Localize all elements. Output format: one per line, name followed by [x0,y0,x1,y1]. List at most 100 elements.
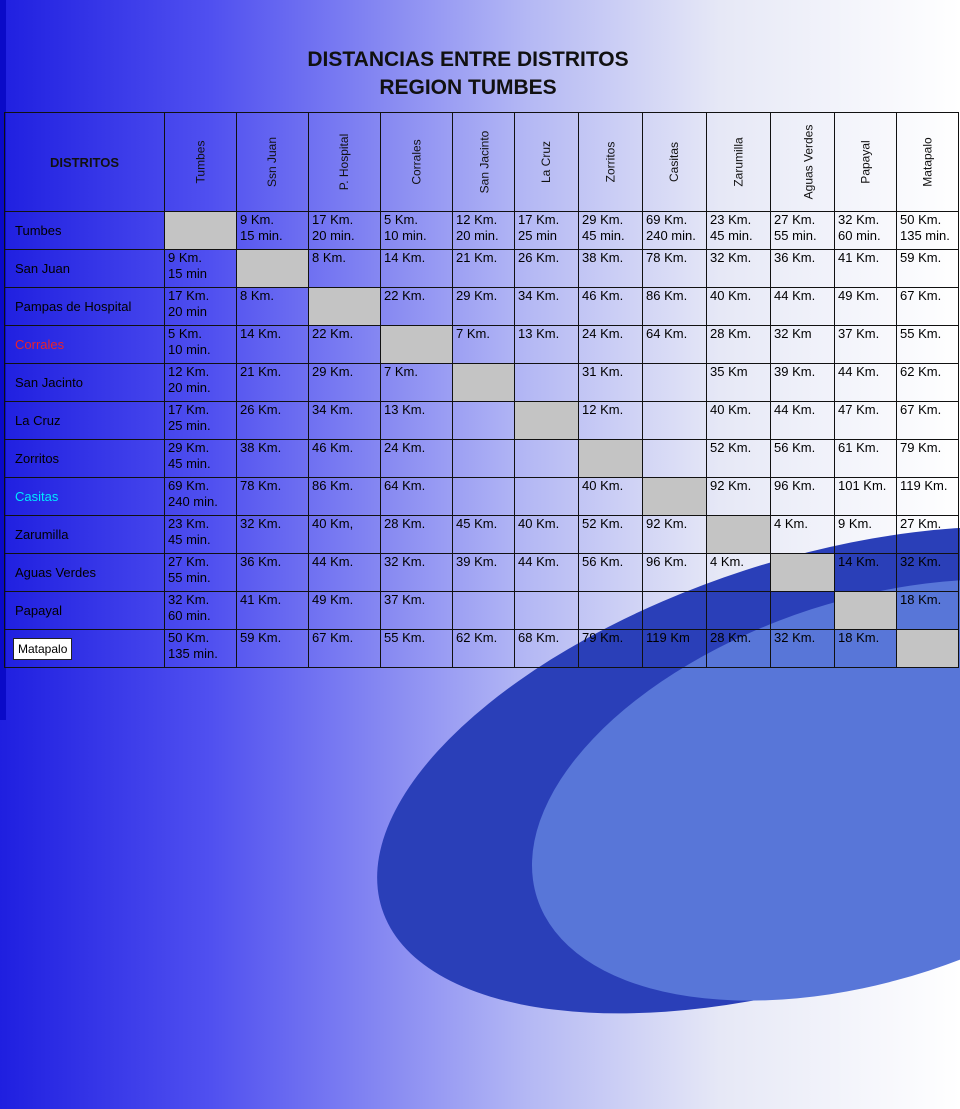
distance-value: 49 Km. [312,592,354,607]
distance-value: 62 Km. [456,630,498,645]
table-row: San Juan 9 Km. 15 min 8 Km. 14 Km. 21 Km. 26 K… [4,249,959,288]
distance-cell: 78 Km. [236,477,309,516]
title-line-1: DISTANCIAS ENTRE DISTRITOS [307,48,629,71]
distance-value: 69 Km. [168,478,210,493]
distance-cell [642,439,707,478]
time-value: 10 min. [168,342,211,357]
distance-value: 29 Km. [582,212,624,227]
distance-value: 119 Km [646,630,690,645]
distance-value: 21 Km. [456,250,498,265]
distance-cell [452,439,515,478]
distance-value: 24 Km. [384,440,426,455]
distance-value: 4 Km. [710,554,744,569]
distance-value: 29 Km. [312,364,354,379]
distance-table: DISTRITOS Tumbes Ssn Juan P. Hospital Corra… [4,112,959,668]
distance-cell: 38 Km. [236,439,309,478]
distance-cell: 67 Km. [896,401,959,440]
distance-value: 64 Km. [646,326,688,341]
column-header-label: Zarumilla [731,137,746,187]
distance-cell: 35 Km [706,363,771,402]
distance-value: 12 Km. [582,402,624,417]
column-header: Papayal [834,112,897,212]
distance-value: 44 Km. [774,288,816,303]
distance-cell: 41 Km. [236,591,309,630]
distance-value: 26 Km. [518,250,560,265]
distance-cell: 4 Km. [770,515,835,554]
row-header: Corrales [4,325,165,364]
distance-cell: 28 Km. [706,629,771,668]
time-value: 60 min. [838,228,881,243]
distance-value: 79 Km. [900,440,942,455]
distance-value: 37 Km. [384,592,426,607]
distance-value: 47 Km. [838,402,880,417]
distance-cell: 46 Km. [308,439,381,478]
distance-value: 44 Km. [518,554,560,569]
distance-value: 55 Km. [384,630,426,645]
distance-value: 9 Km. [240,212,274,227]
title-line-2: REGION TUMBES [379,76,557,99]
distance-value: 27 Km. [900,516,942,531]
distance-value: 32 Km. [710,250,752,265]
distance-cell: 36 Km. [770,249,835,288]
distance-cell: 69 Km. 240 min. [642,211,707,250]
distance-cell: 23 Km. 45 min. [164,515,237,554]
distance-cell: 36 Km. [236,553,309,592]
distance-cell [514,439,579,478]
distance-value: 79 Km. [582,630,624,645]
table-row: Tumbes 9 Km. 15 min. 17 Km. 20 min. 5 Km. 10 m… [4,211,959,250]
time-value: 60 min. [168,608,211,623]
distance-cell: 12 Km. 20 min. [452,211,515,250]
distance-cell: 28 Km. [380,515,453,554]
distance-cell: 44 Km. [770,401,835,440]
distance-cell: 29 Km. 45 min. [164,439,237,478]
column-header-label: P. Hospital [337,133,352,191]
distance-value: 24 Km. [582,326,624,341]
row-header-label: Zarumilla [15,526,69,542]
distance-value: 32 Km. [384,554,426,569]
corner-header: DISTRITOS [4,112,165,212]
distance-value: 17 Km. [168,402,210,417]
table-row: Zarumilla 23 Km. 45 min. 32 Km. 40 Km, 28 Km.… [4,515,959,554]
distance-cell: 32 Km. 60 min. [834,211,897,250]
distance-value: 17 Km. [168,288,210,303]
distance-value: 32 Km. [900,554,942,569]
time-value: 135 min. [900,228,950,243]
row-header: San Juan [4,249,165,288]
distance-cell: 45 Km. [452,515,515,554]
column-header-label: Aguas Verdes [801,124,816,200]
row-header: Aguas Verdes [4,553,165,592]
distance-cell: 14 Km. [834,553,897,592]
distance-value: 4 Km. [774,516,808,531]
distance-value: 23 Km. [168,516,210,531]
time-value: 15 min. [240,228,283,243]
time-value: 10 min. [384,228,427,243]
table-row: Papayal 32 Km. 60 min. 41 Km. 49 Km. 37 Km. 18… [4,591,959,630]
distance-cell: 14 Km. [380,249,453,288]
table-row: Corrales 5 Km. 10 min. 14 Km. 22 Km. 7 Km. 13 … [4,325,959,364]
distance-value: 36 Km. [774,250,816,265]
distance-value: 45 Km. [456,516,498,531]
distance-value: 40 Km. [518,516,560,531]
distance-cell: 38 Km. [578,249,643,288]
distance-value: 38 Km. [240,440,282,455]
time-value: 15 min [168,266,208,281]
distance-value: 59 Km. [900,250,942,265]
column-header: Zorritos [578,112,643,212]
distance-cell: 37 Km. [380,591,453,630]
distance-value: 28 Km. [710,326,752,341]
distance-value: 32 Km [774,326,812,341]
row-header: Matapalo [4,629,165,668]
header-row: DISTRITOS Tumbes Ssn Juan P. Hospital Corra… [4,112,959,212]
column-header: Casitas [642,112,707,212]
distance-cell [642,363,707,402]
distance-cell: 64 Km. [380,477,453,516]
distance-value: 46 Km. [582,288,624,303]
row-header: Zarumilla [4,515,165,554]
distance-cell: 119 Km [642,629,707,668]
distance-cell: 49 Km. [308,591,381,630]
distance-cell: 5 Km. 10 min. [380,211,453,250]
distance-value: 9 Km. [168,250,202,265]
distance-value: 32 Km. [240,516,282,531]
distance-value: 14 Km. [240,326,282,341]
distance-value: 39 Km. [456,554,498,569]
